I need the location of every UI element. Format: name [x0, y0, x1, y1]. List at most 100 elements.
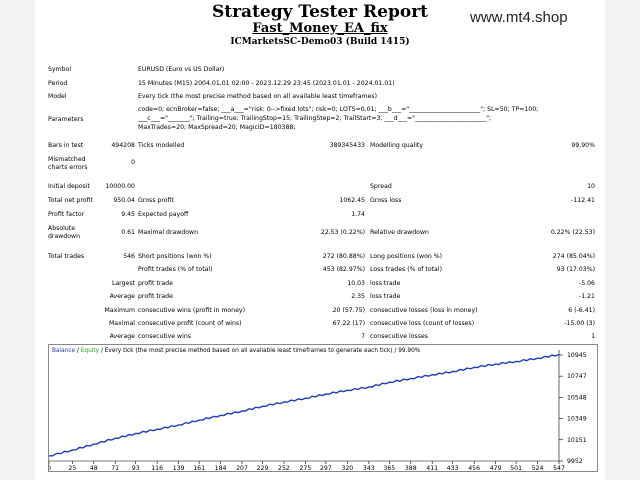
deposit-label: Initial deposit	[48, 183, 90, 190]
model-label: Model	[48, 93, 67, 100]
avg-consecutive-label: Average	[109, 333, 135, 340]
avg-losses-value: 1	[591, 333, 595, 340]
expected-payoff-label: Expected payoff	[138, 211, 189, 218]
x-tick-label: 456	[468, 465, 480, 471]
max-wins-value: 20 (57.75)	[332, 307, 365, 314]
rel-drawdown-value: 0.22% (22.53)	[550, 229, 595, 236]
maximal-losses-label: consecutive loss (count of losses)	[370, 320, 475, 327]
x-tick-label: 93	[132, 465, 140, 471]
balance-chart: Balance / Equity / Every tick (the most …	[47, 344, 598, 472]
chart-legend: Balance / Equity / Every tick (the most …	[52, 348, 420, 354]
largest-profit-label: profit trade	[138, 280, 173, 287]
period-label: Period	[48, 80, 68, 87]
profit-factor-value: 9.45	[121, 211, 135, 218]
x-tick-label: 184	[215, 465, 227, 471]
gross-profit-value: 1062.45	[339, 197, 365, 204]
net-profit-value: 950.04	[113, 197, 135, 204]
x-tick-label: 0	[49, 465, 51, 471]
balance-line	[48, 353, 560, 457]
deposit-value: 10000.00	[105, 183, 135, 190]
mismatch-label-2: charts errors	[48, 164, 88, 171]
legend-rest: / Every tick (the most precise method ba…	[99, 348, 421, 354]
x-tick-label: 524	[532, 465, 544, 471]
x-tick-label: 388	[405, 465, 417, 471]
long-positions-label: Long positions (won %)	[370, 253, 443, 260]
x-tick-label: 433	[447, 465, 459, 471]
y-tick-label: 10747	[567, 373, 587, 380]
x-tick-label: 411	[426, 465, 438, 471]
max-drawdown-label: Maximal drawdown	[138, 229, 199, 236]
average-loss-label: loss trade	[370, 293, 401, 300]
x-tick-label: 479	[490, 465, 502, 471]
x-tick-label: 297	[320, 465, 332, 471]
rel-drawdown-label: Relative drawdown	[370, 229, 429, 236]
total-trades-label: Total trades	[48, 253, 85, 260]
abs-drawdown-label-2: drawdown	[48, 233, 81, 240]
y-tick-label: 10945	[567, 352, 587, 359]
spread-label: Spread	[370, 183, 392, 190]
page-margin-right	[605, 0, 640, 480]
x-tick-label: 501	[510, 465, 522, 471]
gross-profit-label: Gross profit	[138, 197, 174, 204]
y-tick-label: 10548	[567, 394, 587, 401]
y-tick-label: 10151	[567, 437, 587, 444]
chart-plot: 10945 10747 10548 10349 10151 9952 0 25 48 71 93 11…	[47, 350, 587, 472]
y-tick-label: 10349	[567, 416, 587, 423]
x-tick-label: 229	[257, 465, 269, 471]
bars-label: Bars in test	[48, 142, 84, 149]
symbol-label: Symbol	[48, 66, 72, 73]
x-tick-label: 116	[151, 465, 163, 471]
largest-loss-value: -5.06	[578, 280, 595, 287]
x-tick-label: 365	[383, 465, 395, 471]
average-loss-value: -1.21	[578, 293, 595, 300]
x-tick-label: 343	[363, 465, 375, 471]
short-positions-value: 272 (80.88%)	[322, 253, 365, 260]
short-positions-label: Short positions (won %)	[138, 253, 212, 260]
average-label: Average	[109, 293, 135, 300]
gross-loss-value: -112.41	[571, 197, 595, 204]
expected-payoff-value: 1.74	[351, 211, 365, 218]
x-tick-label: 320	[341, 465, 353, 471]
legend-separator: /	[75, 348, 81, 354]
ea-name: Fast_Money_EA_fix	[252, 21, 388, 36]
maximal-wins-value: 67.22 (17)	[332, 320, 365, 327]
net-profit-label: Total net profit	[48, 197, 93, 204]
loss-trades-value: 93 (17.03%)	[556, 266, 595, 273]
page-margin-left	[0, 0, 35, 480]
ticks-label: Ticks modelled	[138, 142, 185, 149]
legend-balance: Balance	[52, 348, 76, 354]
quality-value: 99.90%	[571, 142, 595, 149]
ticks-value: 389345433	[329, 142, 365, 149]
avg-losses-label: consecutive losses	[370, 333, 429, 340]
max-wins-label: consecutive wins (profit in money)	[138, 307, 245, 314]
legend-equity: Equity	[80, 348, 100, 354]
largest-loss-label: loss trade	[370, 280, 401, 287]
max-losses-value: 6 (-6.41)	[568, 307, 595, 314]
parameters-label: Parameters	[48, 116, 84, 123]
abs-drawdown-value: 0.61	[121, 229, 135, 236]
server-name: ICMarketsSC-Demo03 (Build 1415)	[230, 37, 410, 47]
watermark: www.mt4.shop	[470, 9, 568, 26]
x-tick-label: 207	[236, 465, 248, 471]
profit-factor-label: Profit factor	[48, 211, 85, 218]
profit-trades-label: Profit trades (% of total)	[138, 266, 213, 273]
largest-profit-value: 10.03	[347, 280, 365, 287]
max-losses-label: consecutive losses (loss in money)	[370, 307, 478, 314]
y-tick-label: 9952	[567, 458, 583, 465]
quality-label: Modelling quality	[370, 142, 423, 149]
model-value: Every tick (the most precise method base…	[138, 93, 378, 100]
x-tick-label: 139	[173, 465, 185, 471]
x-tick-label: 275	[299, 465, 311, 471]
maximal-label: Maximal	[108, 320, 135, 327]
period-value: 15 Minutes (M15) 2004.01.01 02:00 - 2023…	[138, 80, 395, 87]
x-tick-label: 252	[278, 465, 290, 471]
maximal-losses-value: -15.00 (3)	[564, 320, 595, 327]
max-drawdown-value: 22.53 (0.22%)	[320, 229, 365, 236]
mismatch-value: 0	[131, 159, 135, 166]
report-title: Strategy Tester Report	[211, 2, 429, 22]
average-profit-value: 2.35	[351, 293, 365, 300]
parameters-line-1: code=0; ecnBroker=false; ___a___="risk: …	[138, 106, 539, 113]
symbol-value: EURUSD (Euro vs US Dollar)	[138, 66, 225, 73]
x-tick-label: 161	[193, 465, 205, 471]
bars-value: 494208	[111, 142, 135, 149]
